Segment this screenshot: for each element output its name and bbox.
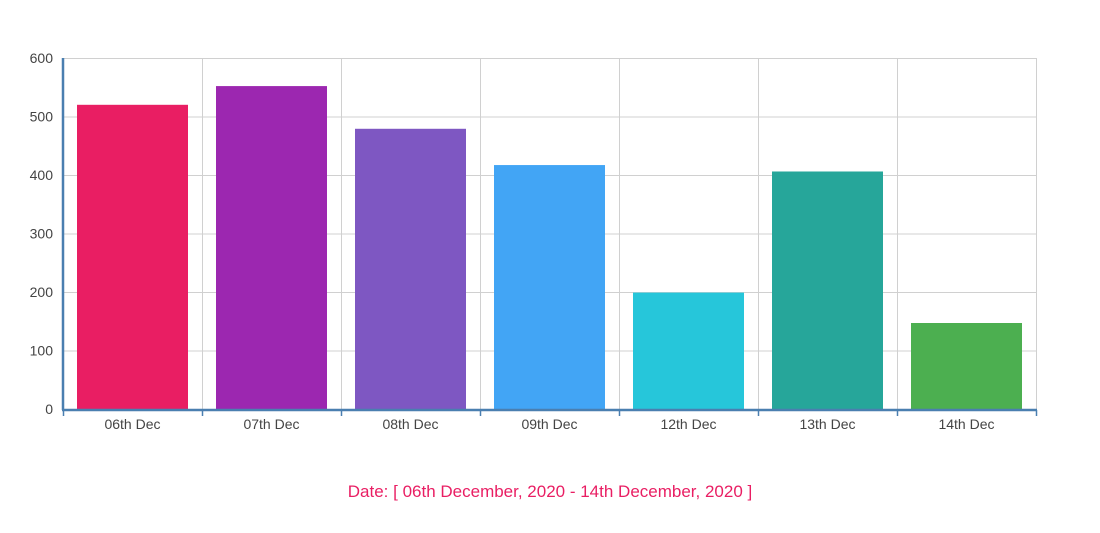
- y-tick-label: 300: [30, 226, 54, 242]
- bar-14th-dec[interactable]: [911, 323, 1022, 409]
- x-tick-label: 14th Dec: [938, 416, 994, 432]
- date-range-caption: Date: [ 06th December, 2020 - 14th Decem…: [347, 482, 753, 501]
- y-tick-label: 600: [30, 50, 54, 66]
- bar-08th-dec[interactable]: [355, 128, 466, 409]
- y-tick-label: 500: [30, 109, 54, 125]
- y-tick-label: 100: [30, 343, 54, 359]
- x-tick-label: 12th Dec: [660, 416, 716, 432]
- bar-06th-dec[interactable]: [77, 104, 188, 410]
- x-tick-label: 07th Dec: [243, 416, 299, 432]
- bars: [77, 86, 1022, 410]
- x-tick-label: 09th Dec: [521, 416, 577, 432]
- x-tick-label: 06th Dec: [104, 416, 160, 432]
- y-tick-label: 400: [30, 167, 54, 183]
- axes: [61, 58, 1038, 416]
- y-tick-label: 0: [45, 401, 53, 417]
- bar-12th-dec[interactable]: [633, 292, 744, 409]
- bar-09th-dec[interactable]: [494, 165, 605, 409]
- y-tick-label: 200: [30, 284, 54, 300]
- bar-13th-dec[interactable]: [772, 171, 883, 409]
- x-tick-label: 08th Dec: [382, 416, 438, 432]
- y-axis-ticks: 0 100 200 300 400 500 600: [30, 50, 54, 417]
- x-axis-ticks: 06th Dec 07th Dec 08th Dec 09th Dec 12th Dec…: [104, 416, 994, 432]
- x-tick-label: 13th Dec: [799, 416, 855, 432]
- bar-07th-dec[interactable]: [216, 86, 327, 409]
